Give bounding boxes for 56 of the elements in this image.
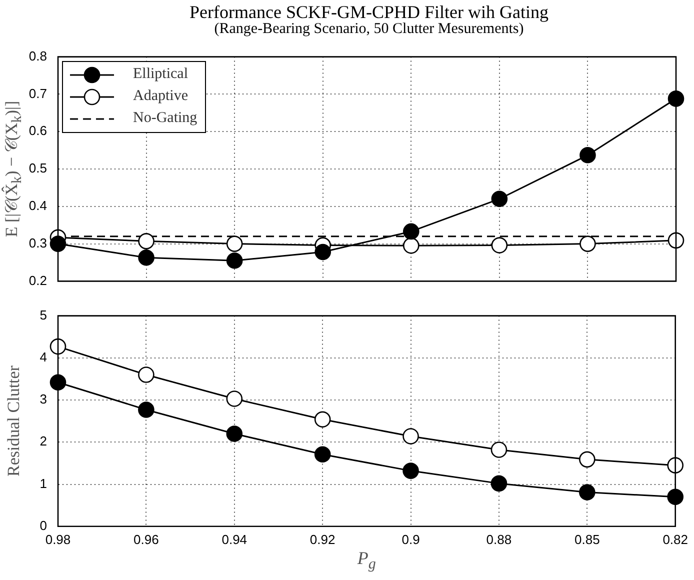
point <box>50 236 66 252</box>
point <box>138 366 154 383</box>
chart-title: Performance SCKF-GM-CPHD Filter wih Gating <box>188 2 550 22</box>
x-tick-label: 0.88 <box>486 532 512 547</box>
point <box>490 475 508 492</box>
y-tick-label: 0.8 <box>28 48 47 64</box>
point <box>226 426 243 442</box>
point <box>580 236 596 252</box>
point <box>138 249 154 266</box>
y-tick-label: 0.5 <box>28 160 47 176</box>
x-tick-label: 0.92 <box>310 532 336 547</box>
point <box>579 484 596 500</box>
x-tick-label: 0.98 <box>45 532 71 547</box>
point <box>226 236 243 252</box>
point <box>314 411 331 428</box>
point <box>580 147 596 164</box>
y-tick-label: 0.4 <box>28 198 47 213</box>
point <box>402 223 420 240</box>
point <box>226 390 243 407</box>
point <box>314 244 332 260</box>
point <box>491 237 508 254</box>
y-tick-label: 1 <box>40 476 47 491</box>
y-tick-label: 0.2 <box>28 272 47 288</box>
y-tick-label: 3 <box>40 392 47 407</box>
point <box>50 338 66 355</box>
point <box>668 90 684 107</box>
x-tick-label: 0.82 <box>662 532 688 547</box>
point <box>226 252 243 269</box>
y-tick-label: 0.3 <box>28 235 47 250</box>
point <box>402 238 420 254</box>
y-tick-label: 0 <box>40 518 47 533</box>
point <box>314 446 331 463</box>
legend-label: No-Gating <box>133 110 198 128</box>
y-tick-label: 5 <box>40 307 47 322</box>
x-tick-label: 0.96 <box>134 532 159 547</box>
legend-label: Elliptical <box>133 66 188 84</box>
y-tick-label: 0.6 <box>28 123 47 138</box>
legend-label: Adaptive <box>133 88 188 106</box>
point <box>668 232 684 249</box>
x-axis-title: P$_{g}$ <box>357 548 376 574</box>
x-tick-label: 0.94 <box>222 532 248 547</box>
point <box>50 374 66 390</box>
point <box>402 462 419 479</box>
y-tick-label: 4 <box>40 350 47 364</box>
y-tick-label: 2 <box>40 434 47 449</box>
x-tick-label: 0.9 <box>402 532 420 547</box>
point <box>402 428 419 444</box>
point <box>138 233 154 250</box>
y-axis-title: Residual Clutter <box>4 366 24 477</box>
x-tick-label: 0.85 <box>574 532 600 547</box>
point <box>579 451 596 468</box>
y-tick-label: 0.7 <box>28 86 47 101</box>
point <box>490 442 508 458</box>
point <box>138 402 154 418</box>
point <box>491 190 508 208</box>
chart-subtitle: (Range-Bearing Scenario, 50 Clutter Mesurements) <box>213 21 524 38</box>
